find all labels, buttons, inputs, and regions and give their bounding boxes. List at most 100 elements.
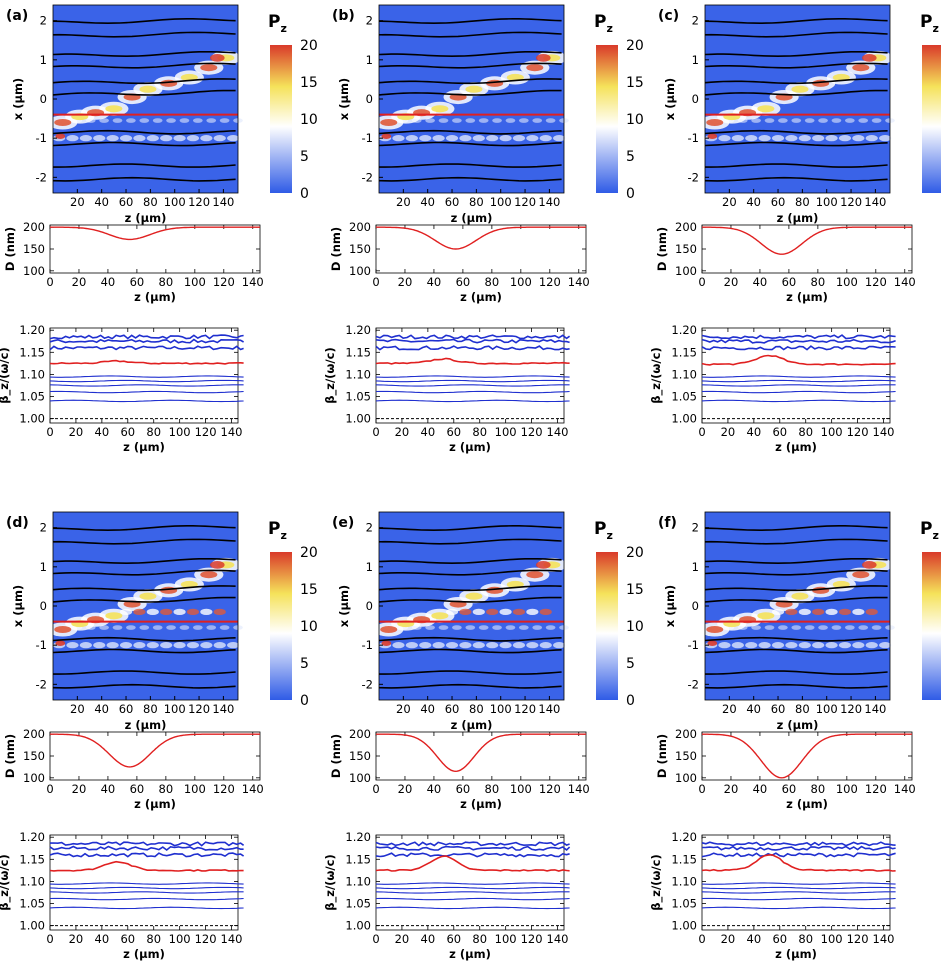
y-tick-label: 1.10	[671, 874, 697, 888]
waveguide-line	[378, 129, 562, 135]
beta-mode-curve	[49, 334, 244, 340]
field-spot	[213, 135, 226, 142]
x-tick-label: 80	[485, 782, 500, 796]
waveguide-line	[704, 596, 888, 603]
waveguide-line	[378, 596, 562, 603]
x-tick-label: 20	[396, 195, 411, 209]
field-spot	[825, 642, 838, 649]
field-spot	[93, 135, 106, 142]
field-spot	[200, 642, 213, 649]
field-hotspot	[210, 53, 225, 62]
waveguide-line	[52, 636, 236, 642]
field-spot	[227, 642, 240, 649]
field-spot	[213, 608, 226, 616]
colorbar-title: Pz	[594, 519, 613, 542]
x-tick-label: 140	[864, 702, 886, 716]
waveguide-line	[378, 636, 562, 642]
beta-mode-curve	[701, 891, 896, 894]
waveguide-line	[378, 141, 562, 147]
x-tick-label: 60	[772, 425, 787, 439]
field-spot	[512, 642, 526, 649]
d-plot: 0 20 40 60 80 100 120 140 100 150 200 z (μm) D (nm)	[3, 727, 264, 811]
x-tick-label: 60	[782, 275, 797, 289]
x-tick-label: 100	[495, 425, 517, 439]
waveguide-line	[52, 525, 236, 532]
plot-frame	[701, 731, 913, 781]
y-tick-label: -2	[688, 170, 699, 184]
beta-mode-curve	[375, 845, 571, 851]
y-tick-label: 1.10	[345, 367, 371, 381]
beta-mode-curve	[49, 886, 244, 890]
field-spot	[812, 135, 825, 142]
field-spot	[173, 642, 186, 649]
field-spot	[838, 608, 852, 616]
y-tick-label: 100	[349, 264, 371, 278]
field-spot	[785, 135, 798, 142]
field-spot	[771, 135, 785, 142]
beta-red-mode-curve	[701, 853, 896, 872]
y-tick-label: 200	[349, 220, 371, 234]
field-hotspot	[526, 64, 544, 72]
y-tick-label: 0	[366, 92, 373, 106]
x-tick-label: 20	[722, 195, 737, 209]
colorbar-tick-label: 0	[300, 186, 309, 202]
colorbar-tick-label: 10	[626, 619, 644, 635]
x-axis-label: z (μm)	[786, 290, 828, 304]
x-tick-label: 20	[395, 932, 410, 946]
field-spot	[419, 135, 432, 142]
field-spot	[764, 118, 775, 123]
beta-mode-curve	[49, 897, 244, 901]
beta-mode-curve	[375, 384, 570, 387]
y-tick-label: 100	[23, 771, 45, 785]
d-plot: 0 20 40 60 80 100 120 140 100 150 200 z (μm) D (nm)	[655, 220, 916, 304]
beta-mode-curve	[701, 852, 896, 858]
beta-mode-curve	[375, 338, 570, 344]
x-tick-label: 80	[143, 195, 158, 209]
x-tick-label: 40	[421, 932, 436, 946]
field-spot	[545, 625, 556, 630]
field-spot	[812, 608, 825, 616]
colorbar-tick-label: 15	[300, 582, 318, 598]
x-axis-label: z (μm)	[449, 947, 491, 961]
field-spot	[126, 625, 136, 630]
x-tick-label: 80	[472, 932, 487, 946]
y-tick-label: -1	[688, 131, 699, 145]
heatmap: 20 40 60 80 100 120 140 -2 -1 0 1 2 z (μm) x (μm)	[337, 4, 569, 225]
plot-frame	[375, 327, 565, 424]
x-axis-label: z (μm)	[125, 718, 167, 732]
field-spot	[192, 118, 203, 123]
colorbar-title: Pz	[268, 12, 287, 35]
waveguide-line	[52, 129, 236, 135]
x-tick-label: 100	[184, 782, 206, 796]
y-tick-label: 2	[692, 521, 699, 535]
x-tick-label: 80	[811, 782, 826, 796]
field-hotspot	[139, 85, 157, 93]
field-hotspot	[757, 105, 775, 113]
field-hotspot	[706, 118, 724, 127]
d-curve	[702, 733, 912, 779]
y-tick-label: 1	[692, 560, 699, 574]
y-tick-label: -1	[362, 638, 373, 652]
y-axis-label: x (μm)	[663, 585, 677, 627]
waveguide-line	[378, 31, 562, 38]
y-axis-label: D (nm)	[329, 734, 343, 778]
field-spot	[452, 625, 462, 630]
x-tick-label: 140	[894, 782, 916, 796]
y-tick-label: 150	[349, 749, 371, 763]
waveguide-line	[378, 62, 562, 69]
field-spot	[512, 608, 526, 616]
field-spot	[798, 608, 811, 616]
beta-mode-curve	[49, 399, 244, 403]
field-spot	[532, 118, 543, 123]
field-spot	[93, 642, 106, 649]
x-tick-label: 120	[213, 275, 235, 289]
waveguide-line	[52, 538, 236, 545]
y-tick-label: 1.10	[671, 367, 697, 381]
field-spot	[119, 135, 133, 142]
field-spot	[99, 625, 109, 630]
field-hotspot	[832, 73, 850, 81]
x-tick-label: 20	[70, 702, 85, 716]
field-spot	[785, 642, 798, 649]
